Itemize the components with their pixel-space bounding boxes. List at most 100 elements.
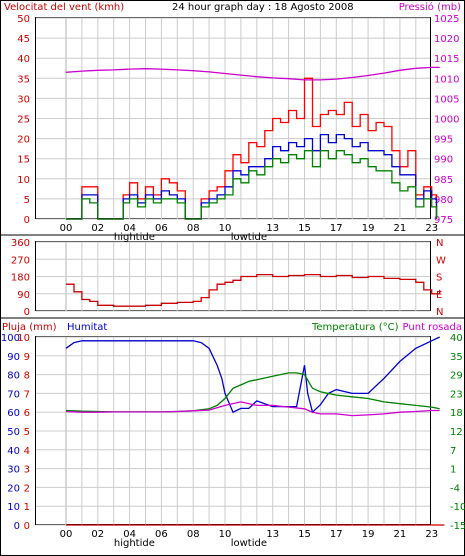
rain-ytick-7: 7 — [24, 389, 30, 400]
wind-xtick-19: 19 — [362, 223, 375, 234]
pressure-ytick-1000: 1000 — [434, 115, 459, 126]
hum-xtick-08: 08 — [187, 529, 200, 540]
compass-label-3: E — [436, 290, 442, 301]
rain-ytick-6: 6 — [24, 408, 30, 419]
pressure-ytick-980: 980 — [434, 195, 453, 206]
hum-xtick-10: 10 — [219, 529, 232, 540]
series-layer — [65, 66, 445, 526]
hum-xtick-02: 02 — [91, 529, 104, 540]
dir-ytick-90: 90 — [17, 290, 30, 301]
hum-ytick-0: 0 — [14, 521, 20, 532]
rain-ytick-4: 4 — [24, 446, 30, 457]
dir-ytick-180: 180 — [11, 273, 30, 284]
hum-xtick-19: 19 — [362, 529, 375, 540]
dewpoint-title: Punt rosada — [403, 322, 462, 333]
humidity-line — [65, 336, 440, 414]
hum-xtick-23: 23 — [425, 529, 438, 540]
wind-xtick-00: 00 — [60, 223, 73, 234]
pressure-ytick-995: 995 — [434, 135, 453, 146]
temp-ytick-23: 23 — [450, 389, 463, 400]
rain-ytick-8: 8 — [24, 371, 30, 382]
wind-ytick-30: 30 — [17, 94, 30, 105]
wind-xtick-10: 10 — [219, 223, 232, 234]
wind-ytick-50: 50 — [17, 14, 30, 25]
compass-label-2: S — [436, 273, 442, 284]
wind-series-0 — [66, 77, 438, 220]
temp-ytick-7: 7 — [450, 446, 456, 457]
pressure-ytick-990: 990 — [434, 155, 453, 166]
temp-ytick-12: 12 — [450, 427, 463, 438]
rain-title: Pluja (mm) — [2, 322, 57, 333]
direction-line — [66, 273, 441, 307]
temp-ytick--15: -15 — [450, 521, 465, 532]
hum-xtick-13: 13 — [266, 529, 279, 540]
wind-xtick-13: 13 — [266, 223, 279, 234]
pressure-ytick-1005: 1005 — [434, 94, 459, 105]
wind-xtick-08: 08 — [187, 223, 200, 234]
temp-ytick-18: 18 — [450, 408, 463, 419]
hum-ytick-30: 30 — [7, 465, 20, 476]
rain-ytick-5: 5 — [24, 427, 30, 438]
dir-ytick-0: 0 — [24, 307, 30, 318]
hum-ytick-10: 10 — [7, 502, 20, 513]
temp-ytick--4: -4 — [450, 483, 460, 494]
wind-xtick-04: 04 — [123, 223, 136, 234]
pressure-ytick-1020: 1020 — [434, 34, 459, 45]
dewpoint-line — [65, 401, 440, 417]
compass-label-1: W — [436, 255, 446, 266]
dir-ytick-360: 360 — [11, 238, 30, 249]
hum-xtick-06: 06 — [155, 529, 168, 540]
wind-ytick-20: 20 — [17, 135, 30, 146]
hum-ytick-50: 50 — [7, 427, 20, 438]
compass-label-4: N — [436, 307, 443, 318]
wind-ytick-5: 5 — [24, 195, 30, 206]
wind-xtick-02: 02 — [91, 223, 104, 234]
temp-ytick-29: 29 — [450, 371, 463, 382]
lowtide-label-top: lowtide — [231, 232, 267, 243]
pressure-ytick-1010: 1010 — [434, 74, 459, 85]
wind-ytick-0: 0 — [24, 215, 30, 226]
wind-ytick-25: 25 — [17, 115, 30, 126]
temp-ytick-40: 40 — [450, 333, 463, 344]
hightide-label-bottom: hightide — [114, 538, 155, 549]
hum-ytick-100: 100 — [1, 333, 20, 344]
pressure-ytick-985: 985 — [434, 175, 453, 186]
compass-label-0: N — [436, 238, 443, 249]
rain-ytick-1: 1 — [24, 502, 30, 513]
axis-labels: 0510152025303540455097598098599099510001… — [1, 14, 465, 549]
temperature-title: Temperatura (°C) — [311, 322, 399, 333]
wind-ytick-35: 35 — [17, 74, 30, 85]
wind-xtick-15: 15 — [298, 223, 311, 234]
graph-title: 24 hour graph day : 18 Agosto 2008 — [172, 2, 354, 13]
hum-ytick-40: 40 — [7, 446, 20, 457]
lowtide-label-bottom: lowtide — [231, 538, 267, 549]
hum-ytick-60: 60 — [7, 408, 20, 419]
wind-ytick-45: 45 — [17, 34, 30, 45]
hum-xtick-15: 15 — [298, 529, 311, 540]
hightide-label-top: hightide — [114, 232, 155, 243]
wind-xtick-23: 23 — [425, 223, 438, 234]
hum-ytick-90: 90 — [7, 352, 20, 363]
wind-ytick-10: 10 — [17, 175, 30, 186]
dir-ytick-270: 270 — [11, 255, 30, 266]
hum-ytick-80: 80 — [7, 371, 20, 382]
wind-series-2 — [66, 150, 438, 220]
wind-ytick-15: 15 — [17, 155, 30, 166]
grid-layer — [36, 17, 430, 526]
wind-title: Velocitat del vent (kmh) — [4, 2, 124, 13]
hum-ytick-20: 20 — [7, 483, 20, 494]
pressure-line — [65, 66, 440, 81]
temp-ytick-35: 35 — [450, 352, 463, 363]
hum-xtick-04: 04 — [123, 529, 136, 540]
rain-ytick-10: 10 — [17, 333, 30, 344]
pressure-ytick-975: 975 — [434, 215, 453, 226]
wind-xtick-17: 17 — [330, 223, 343, 234]
pressure-title: Pressió (mb) — [399, 1, 461, 13]
hum-xtick-00: 00 — [60, 529, 73, 540]
wind-xtick-21: 21 — [394, 223, 407, 234]
temp-ytick-1: 1 — [450, 465, 456, 476]
hum-xtick-17: 17 — [330, 529, 343, 540]
rain-ytick-3: 3 — [24, 465, 30, 476]
humidity-title: Humitat — [67, 322, 107, 333]
